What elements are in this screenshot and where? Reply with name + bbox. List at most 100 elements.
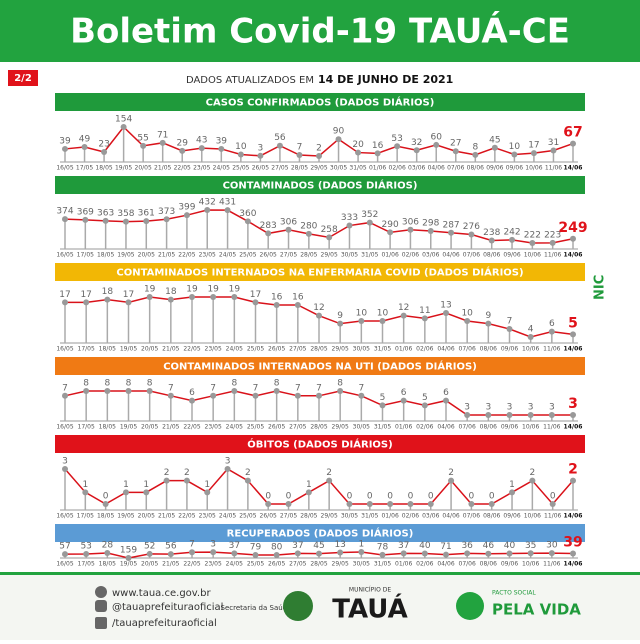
date-label: 10/06 — [525, 165, 542, 172]
point — [530, 150, 537, 157]
panel-title: ÓBITOS (DADOS DIÁRIOS) — [247, 438, 392, 451]
date-label: 25/05 — [232, 165, 249, 172]
point — [198, 145, 205, 152]
date-label: 10/06 — [524, 252, 541, 259]
date-label: 10/06 — [522, 424, 539, 431]
panel-band — [55, 435, 585, 453]
date-label: 28/05 — [291, 165, 308, 172]
point — [316, 312, 322, 319]
point — [252, 551, 259, 558]
point — [394, 143, 401, 150]
value-label: 7 — [189, 540, 195, 550]
value-label: 71 — [157, 130, 168, 140]
point — [125, 555, 132, 561]
value-label: 7 — [62, 383, 68, 393]
value-label: 18 — [165, 287, 177, 297]
point — [491, 144, 498, 151]
value-label: 3 — [258, 143, 264, 153]
date-label: 24/05 — [213, 165, 230, 172]
date-label: 18/05 — [99, 561, 116, 568]
value-label: 283 — [260, 221, 277, 231]
point — [285, 501, 292, 507]
value-label: 5 — [380, 393, 386, 403]
value-label: 0 — [367, 492, 373, 502]
point — [143, 218, 150, 225]
date-label: 19/05 — [120, 346, 137, 353]
value-label: 2 — [326, 468, 332, 478]
site[interactable]: www.taua.ce.gov.br — [112, 588, 211, 599]
point — [122, 489, 129, 496]
value-label: 5 — [568, 315, 578, 331]
value-label: 276 — [463, 222, 480, 232]
panel-title: RECUPERADOS (DADOS DIÁRIOS) — [227, 527, 414, 540]
date-label: 01/06 — [395, 561, 412, 568]
date-label: 28/05 — [310, 561, 327, 568]
date-label: 18/05 — [95, 165, 112, 172]
point — [337, 388, 344, 394]
date-label: 17/05 — [78, 346, 95, 353]
point — [358, 392, 365, 399]
point — [379, 551, 386, 558]
web-icon — [95, 586, 107, 598]
point — [62, 145, 68, 152]
date-label: 09/06 — [501, 561, 518, 568]
value-label: 7 — [295, 383, 301, 393]
facebook[interactable]: /tauaprefeituraoficial — [112, 618, 217, 629]
date-label: 22/05 — [178, 513, 195, 520]
point — [400, 550, 407, 557]
date-label: 20/05 — [141, 561, 158, 568]
date-label: 20/05 — [141, 346, 158, 353]
trend-line — [64, 468, 574, 506]
date-label: 29/05 — [332, 561, 349, 568]
value-label: 1 — [204, 480, 210, 490]
value-label: 3 — [62, 457, 68, 467]
point — [326, 234, 333, 241]
value-label: 2 — [184, 468, 190, 478]
date-label: 28/05 — [300, 252, 317, 259]
date-label: 27/05 — [280, 252, 297, 259]
point — [189, 549, 195, 556]
value-label: 6 — [189, 388, 195, 398]
value-label: 369 — [77, 207, 94, 217]
value-label: 39 — [59, 136, 71, 146]
instagram[interactable]: @tauaprefeituraoficial — [112, 602, 223, 613]
point — [316, 153, 322, 159]
value-label: 80 — [271, 543, 283, 553]
point — [452, 148, 459, 155]
date-label: 23/05 — [205, 346, 222, 353]
date-label: 27/05 — [289, 346, 306, 353]
date-label: 27/05 — [289, 561, 306, 568]
value-label: 361 — [138, 209, 155, 219]
point — [316, 550, 322, 557]
point — [413, 147, 420, 154]
date-label: 02/06 — [402, 513, 419, 520]
date-label: 16/05 — [56, 165, 73, 172]
value-label: 3 — [225, 457, 231, 467]
date-label: 31/05 — [361, 252, 378, 259]
date-label: 11/06 — [543, 424, 560, 431]
date-label: 24/05 — [226, 424, 243, 431]
value-label: 36 — [461, 541, 473, 551]
value-label: 8 — [337, 379, 343, 389]
point — [244, 477, 251, 484]
value-label: 8 — [83, 379, 89, 389]
value-label: 8 — [231, 379, 237, 389]
value-label: 8 — [126, 379, 132, 389]
point — [570, 331, 576, 338]
point — [224, 466, 231, 472]
point — [210, 549, 217, 556]
value-label: 10 — [509, 142, 521, 152]
date-label: 23/05 — [205, 424, 222, 431]
value-label: 10 — [235, 142, 247, 152]
point — [231, 294, 238, 300]
date-label: 22/05 — [183, 561, 200, 568]
date-label: 08/06 — [483, 252, 500, 259]
date-label: 03/06 — [408, 165, 425, 172]
value-label: 18 — [102, 287, 114, 297]
date-label: 11/06 — [543, 561, 560, 568]
value-label: 37 — [292, 541, 303, 551]
value-label: 79 — [250, 542, 262, 552]
point — [273, 552, 280, 558]
point — [163, 216, 170, 223]
point — [550, 147, 557, 154]
